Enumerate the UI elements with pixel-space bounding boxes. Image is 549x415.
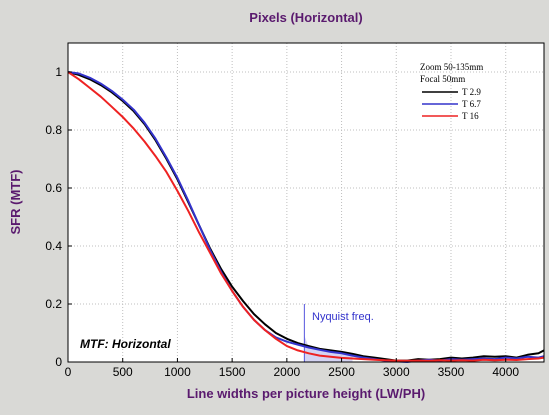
y-tick-label: 0.6 (45, 181, 62, 195)
legend-label-2: T 6.7 (462, 99, 481, 109)
x-tick-label: 2500 (328, 365, 355, 379)
x-tick-label: 500 (113, 365, 133, 379)
chart-title: Pixels (Horizontal) (249, 10, 362, 25)
x-tick-label: 4000 (492, 365, 519, 379)
nyquist-label: Nyquist freq. (312, 311, 374, 323)
x-axis-label: Line widths per picture height (LW/PH) (187, 386, 425, 401)
y-tick-label: 0 (55, 355, 62, 369)
y-tick-label: 0.2 (45, 297, 62, 311)
mtf-horizontal-label: MTF: Horizontal (80, 337, 171, 351)
y-tick-label: 1 (55, 65, 62, 79)
x-tick-label: 3000 (383, 365, 410, 379)
legend-label-3: T 16 (462, 111, 479, 121)
x-tick-label: 1500 (219, 365, 246, 379)
x-tick-label: 2000 (273, 365, 300, 379)
y-axis-label: SFR (MTF) (8, 170, 23, 235)
legend-header-zoom: Zoom 50-135mm (420, 62, 483, 72)
x-tick-label: 1000 (164, 365, 191, 379)
x-tick-label: 3500 (438, 365, 465, 379)
y-tick-label: 0.8 (45, 123, 62, 137)
legend-header-focal: Focal 50mm (420, 74, 465, 84)
legend-label-1: T 2.9 (462, 87, 481, 97)
x-tick-label: 0 (65, 365, 72, 379)
y-tick-label: 0.4 (45, 239, 62, 253)
